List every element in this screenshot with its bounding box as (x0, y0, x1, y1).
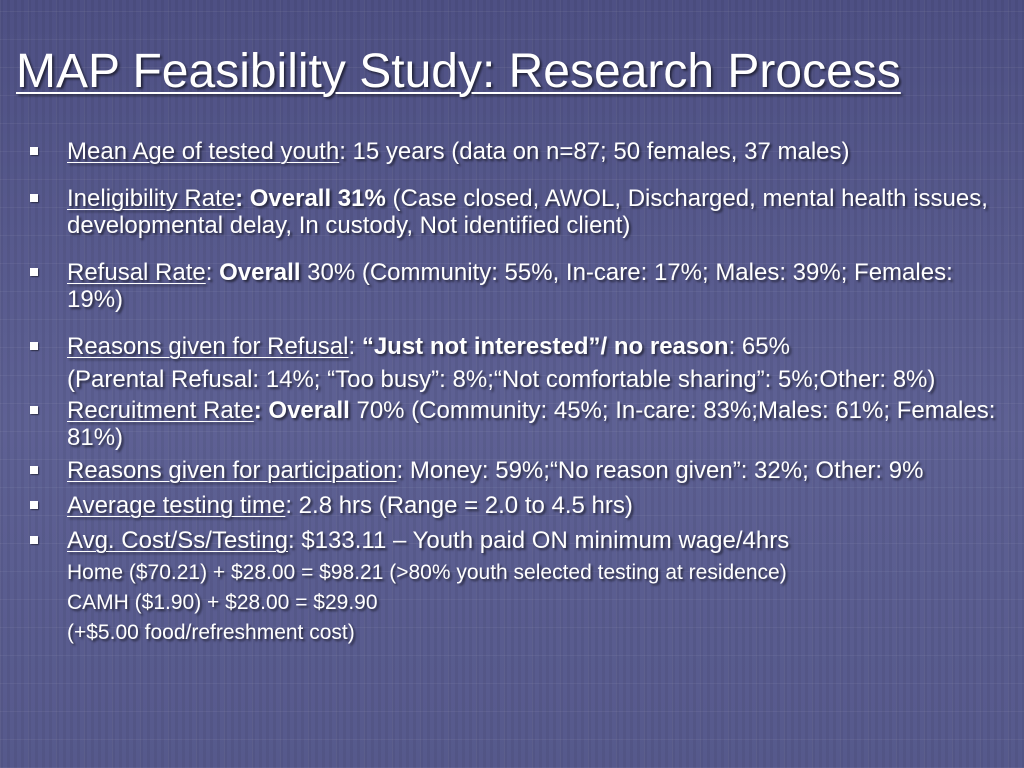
square-bullet-icon (30, 406, 38, 414)
list-item-ineligibility-rate: Ineligibility Rate: Overall 31% (Case cl… (28, 185, 1013, 239)
list-item-recruitment-rate: Recruitment Rate: Overall 70% (Community… (28, 397, 1013, 451)
cost-line-camh: CAMH ($1.90) + $28.00 = $29.90 (67, 591, 378, 614)
item-bold: : Overall 31% (235, 185, 386, 212)
item-subtext: (Parental Refusal: 14%; “Too busy”: 8%;“… (67, 366, 936, 393)
item-label: Average testing time (67, 492, 286, 519)
square-bullet-icon (30, 501, 38, 509)
bullet-list: Mean Age of tested youth: 15 years (data… (28, 138, 1013, 648)
item-text: (Case closed, AWOL, Discharged, mental h… (67, 185, 988, 239)
item-text: : 2.8 hrs (Range = 2.0 to 4.5 hrs) (285, 492, 633, 519)
list-item-avg-cost: Avg. Cost/Ss/Testing: $133.11 – Youth pa… (28, 527, 1013, 554)
slide-title: MAP Feasibility Study: Research Process (16, 45, 901, 98)
item-text: 30% (Community: 55%, In-care: 17%; Males… (67, 259, 953, 313)
item-label: Mean Age of tested youth (67, 138, 340, 165)
item-label: Avg. Cost/Ss/Testing (67, 527, 288, 554)
item-text: : Money: 59%;“No reason given”: 32%; Oth… (396, 457, 924, 484)
square-bullet-icon (30, 147, 38, 155)
square-bullet-icon (30, 466, 38, 474)
square-bullet-icon (30, 536, 38, 544)
item-label: Recruitment Rate (67, 397, 254, 424)
item-label: Ineligibility Rate (67, 185, 236, 212)
item-sep: : (348, 333, 362, 360)
item-bold: “Just not interested”/ no reason (361, 333, 729, 360)
square-bullet-icon (30, 194, 38, 202)
cost-line-home: Home ($70.21) + $28.00 = $98.21 (>80% yo… (67, 561, 787, 584)
item-label: Reasons given for participation (67, 457, 397, 484)
list-item-mean-age: Mean Age of tested youth: 15 years (data… (28, 138, 1013, 165)
item-text: : 15 years (data on n=87; 50 females, 37… (339, 138, 850, 165)
item-label: Reasons given for Refusal (67, 333, 349, 360)
item-label: Refusal Rate (67, 259, 206, 286)
square-bullet-icon (30, 268, 38, 276)
list-item-participation-reasons: Reasons given for participation: Money: … (28, 457, 1013, 484)
item-sep: : (205, 259, 220, 286)
item-bold: Overall (219, 259, 301, 286)
list-item-testing-time: Average testing time: 2.8 hrs (Range = 2… (28, 492, 1013, 519)
cost-line-food: (+$5.00 food/refreshment cost) (67, 621, 355, 644)
item-text: 70% (Community: 45%; In-care: 83%;Males:… (67, 397, 996, 451)
item-text: : $133.11 – Youth paid ON minimum wage/4… (288, 527, 790, 554)
item-bold: : Overall (253, 397, 350, 424)
square-bullet-icon (30, 342, 38, 350)
item-text: : 65% (728, 333, 790, 360)
list-item-refusal-rate: Refusal Rate: Overall 30% (Community: 55… (28, 259, 1013, 313)
list-item-refusal-reasons: Reasons given for Refusal: “Just not int… (28, 333, 1013, 393)
